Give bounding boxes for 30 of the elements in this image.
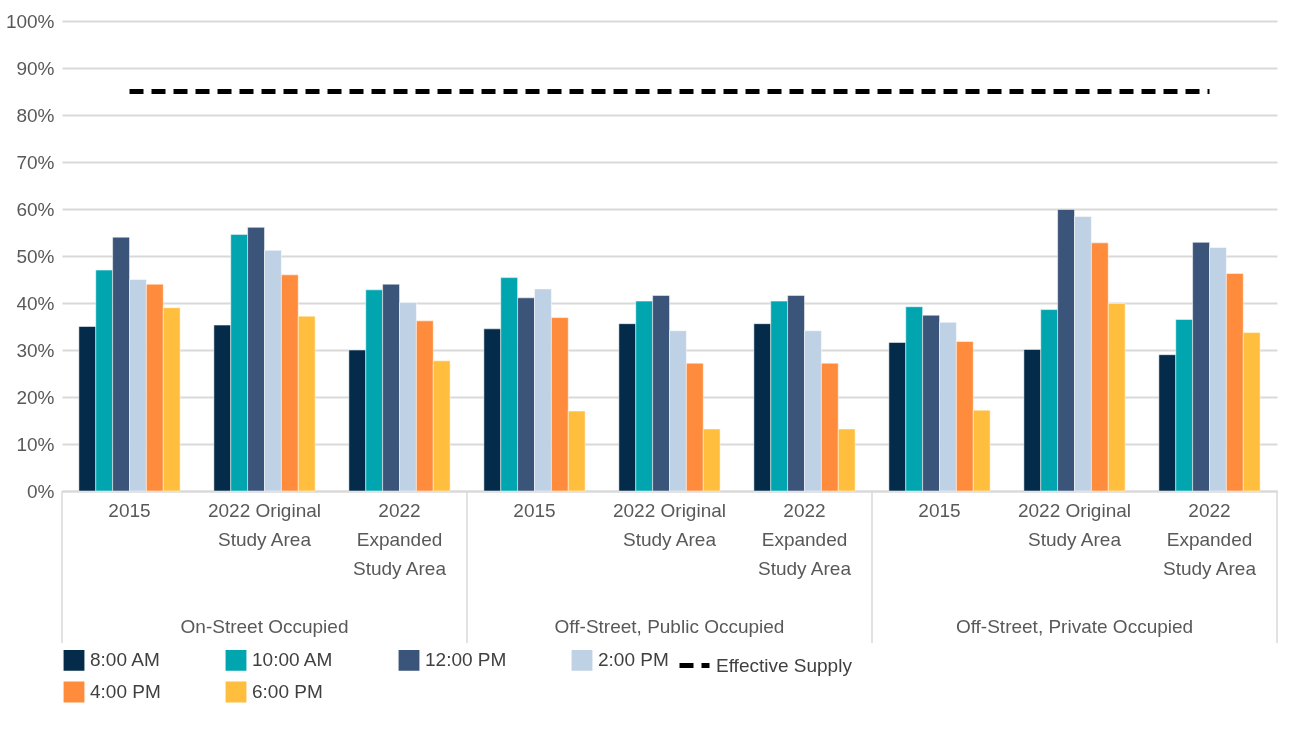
x-tick-label: 2022 Original Study Area (207, 499, 322, 550)
legend-label: Effective Supply (716, 654, 853, 676)
x-tick-label: 2022 Expanded Study Area (353, 499, 447, 579)
y-tick-label: 90% (16, 57, 55, 79)
y-tick-label: 0% (27, 480, 55, 502)
legend-label: 8:00 AM (90, 649, 160, 671)
x-tick-label: 2022 Expanded Study Area (1163, 499, 1257, 579)
y-tick-label: 60% (16, 198, 55, 220)
y-tick-label: 100% (5, 10, 55, 32)
legend-label: 2:00 PM (598, 649, 669, 671)
x-tick-label: 2022 Original Study Area (1017, 499, 1132, 550)
x-tick-label: 2015 (108, 499, 151, 521)
text: Off-Street, Public Occupied (554, 616, 785, 637)
y-tick-label: 10% (16, 433, 55, 455)
y-tick-label: 50% (16, 245, 55, 267)
legend-label: 12:00 PM (425, 649, 507, 671)
y-tick-label: 70% (16, 151, 55, 173)
x-tick-label: 2015 (918, 499, 961, 521)
y-tick-label: 80% (16, 104, 55, 126)
legend-label: 10:00 AM (252, 649, 333, 671)
x-tick-label: 2015 (513, 499, 556, 521)
legend-label: 6:00 PM (252, 681, 323, 702)
text: On-Street Occupied (180, 616, 349, 637)
y-tick-label: 30% (16, 339, 55, 361)
text: Off-Street, Private Occupied (955, 616, 1194, 637)
x-tick-label: 2022 Original Study Area (612, 499, 727, 550)
y-tick-label: 40% (16, 292, 55, 314)
y-tick-label: 20% (16, 386, 55, 408)
legend-label: 4:00 PM (90, 681, 161, 702)
x-tick-label: 2022 Expanded Study Area (758, 499, 852, 579)
